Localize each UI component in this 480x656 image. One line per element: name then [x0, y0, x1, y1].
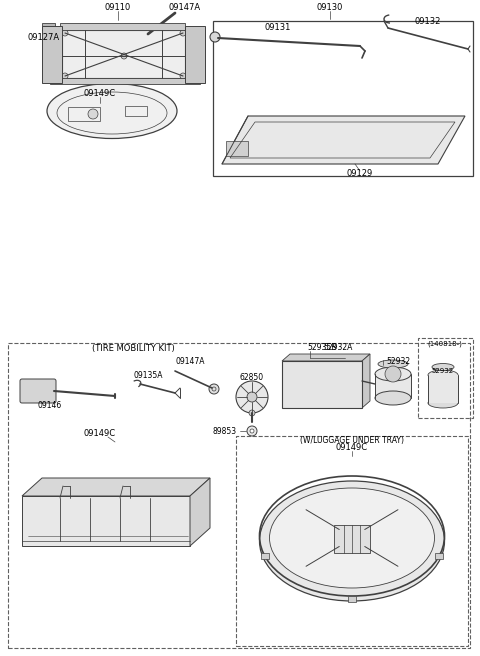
Polygon shape: [282, 361, 362, 408]
Circle shape: [180, 30, 186, 36]
Text: (W/LUGGAGE UNDER TRAY): (W/LUGGAGE UNDER TRAY): [300, 436, 404, 445]
Bar: [125, 106, 147, 116]
Ellipse shape: [378, 360, 408, 368]
Circle shape: [209, 384, 219, 394]
Bar: [226, 141, 248, 156]
Ellipse shape: [432, 363, 454, 371]
Ellipse shape: [428, 370, 458, 380]
Text: 09149C: 09149C: [84, 89, 116, 98]
Text: (TIRE MOBILITY KIT): (TIRE MOBILITY KIT): [92, 344, 175, 352]
Polygon shape: [42, 23, 55, 30]
Bar: [348, 596, 356, 602]
Text: 52932: 52932: [432, 368, 454, 374]
Bar: [213, 21, 473, 176]
Circle shape: [236, 381, 268, 413]
Text: 09146: 09146: [38, 401, 62, 411]
Circle shape: [249, 410, 255, 416]
Text: 09147A: 09147A: [175, 358, 205, 367]
Polygon shape: [222, 116, 465, 164]
Polygon shape: [185, 26, 205, 83]
Polygon shape: [362, 354, 370, 408]
Text: 09149C: 09149C: [84, 430, 116, 438]
Ellipse shape: [428, 398, 458, 408]
Polygon shape: [282, 354, 370, 361]
Polygon shape: [60, 23, 185, 30]
Text: 62850: 62850: [240, 373, 264, 382]
Circle shape: [247, 426, 257, 436]
Text: 09132: 09132: [415, 18, 441, 26]
Text: 09127A: 09127A: [28, 33, 60, 43]
Circle shape: [247, 392, 257, 402]
Ellipse shape: [269, 488, 434, 588]
Text: 52935B: 52935B: [307, 344, 336, 352]
Text: 09129: 09129: [347, 169, 373, 178]
Text: 09147A: 09147A: [169, 3, 201, 12]
Polygon shape: [22, 496, 190, 546]
Bar: [62, 30, 185, 78]
Bar: [435, 553, 443, 559]
Polygon shape: [190, 478, 210, 546]
Ellipse shape: [47, 83, 177, 138]
Bar: [292, 372, 332, 400]
Text: 09131: 09131: [265, 24, 291, 33]
Polygon shape: [428, 375, 458, 403]
Ellipse shape: [260, 481, 444, 601]
Bar: [236, 436, 468, 646]
Text: 52932A: 52932A: [324, 344, 353, 352]
Bar: [334, 525, 370, 553]
Text: 09110: 09110: [105, 3, 131, 12]
Circle shape: [180, 73, 186, 79]
Circle shape: [385, 366, 401, 382]
Circle shape: [121, 53, 127, 59]
Text: 09149C: 09149C: [336, 443, 368, 453]
Circle shape: [139, 30, 151, 42]
Text: 52932: 52932: [386, 356, 410, 365]
Bar: [8, 343, 470, 648]
FancyBboxPatch shape: [20, 379, 56, 403]
Text: 89853: 89853: [213, 426, 237, 436]
Circle shape: [88, 109, 98, 119]
Text: (140818-): (140818-): [428, 340, 462, 347]
Circle shape: [62, 73, 68, 79]
Polygon shape: [42, 26, 62, 83]
Bar: [418, 338, 473, 418]
Polygon shape: [50, 78, 200, 84]
Ellipse shape: [375, 367, 411, 381]
Circle shape: [210, 32, 220, 42]
Text: 09135A: 09135A: [133, 371, 163, 380]
Circle shape: [250, 429, 254, 433]
Polygon shape: [375, 374, 411, 398]
Bar: [68, 107, 100, 121]
Text: 09130: 09130: [317, 3, 343, 12]
Polygon shape: [22, 478, 210, 496]
Bar: [261, 553, 269, 559]
Ellipse shape: [375, 391, 411, 405]
Circle shape: [62, 30, 68, 36]
